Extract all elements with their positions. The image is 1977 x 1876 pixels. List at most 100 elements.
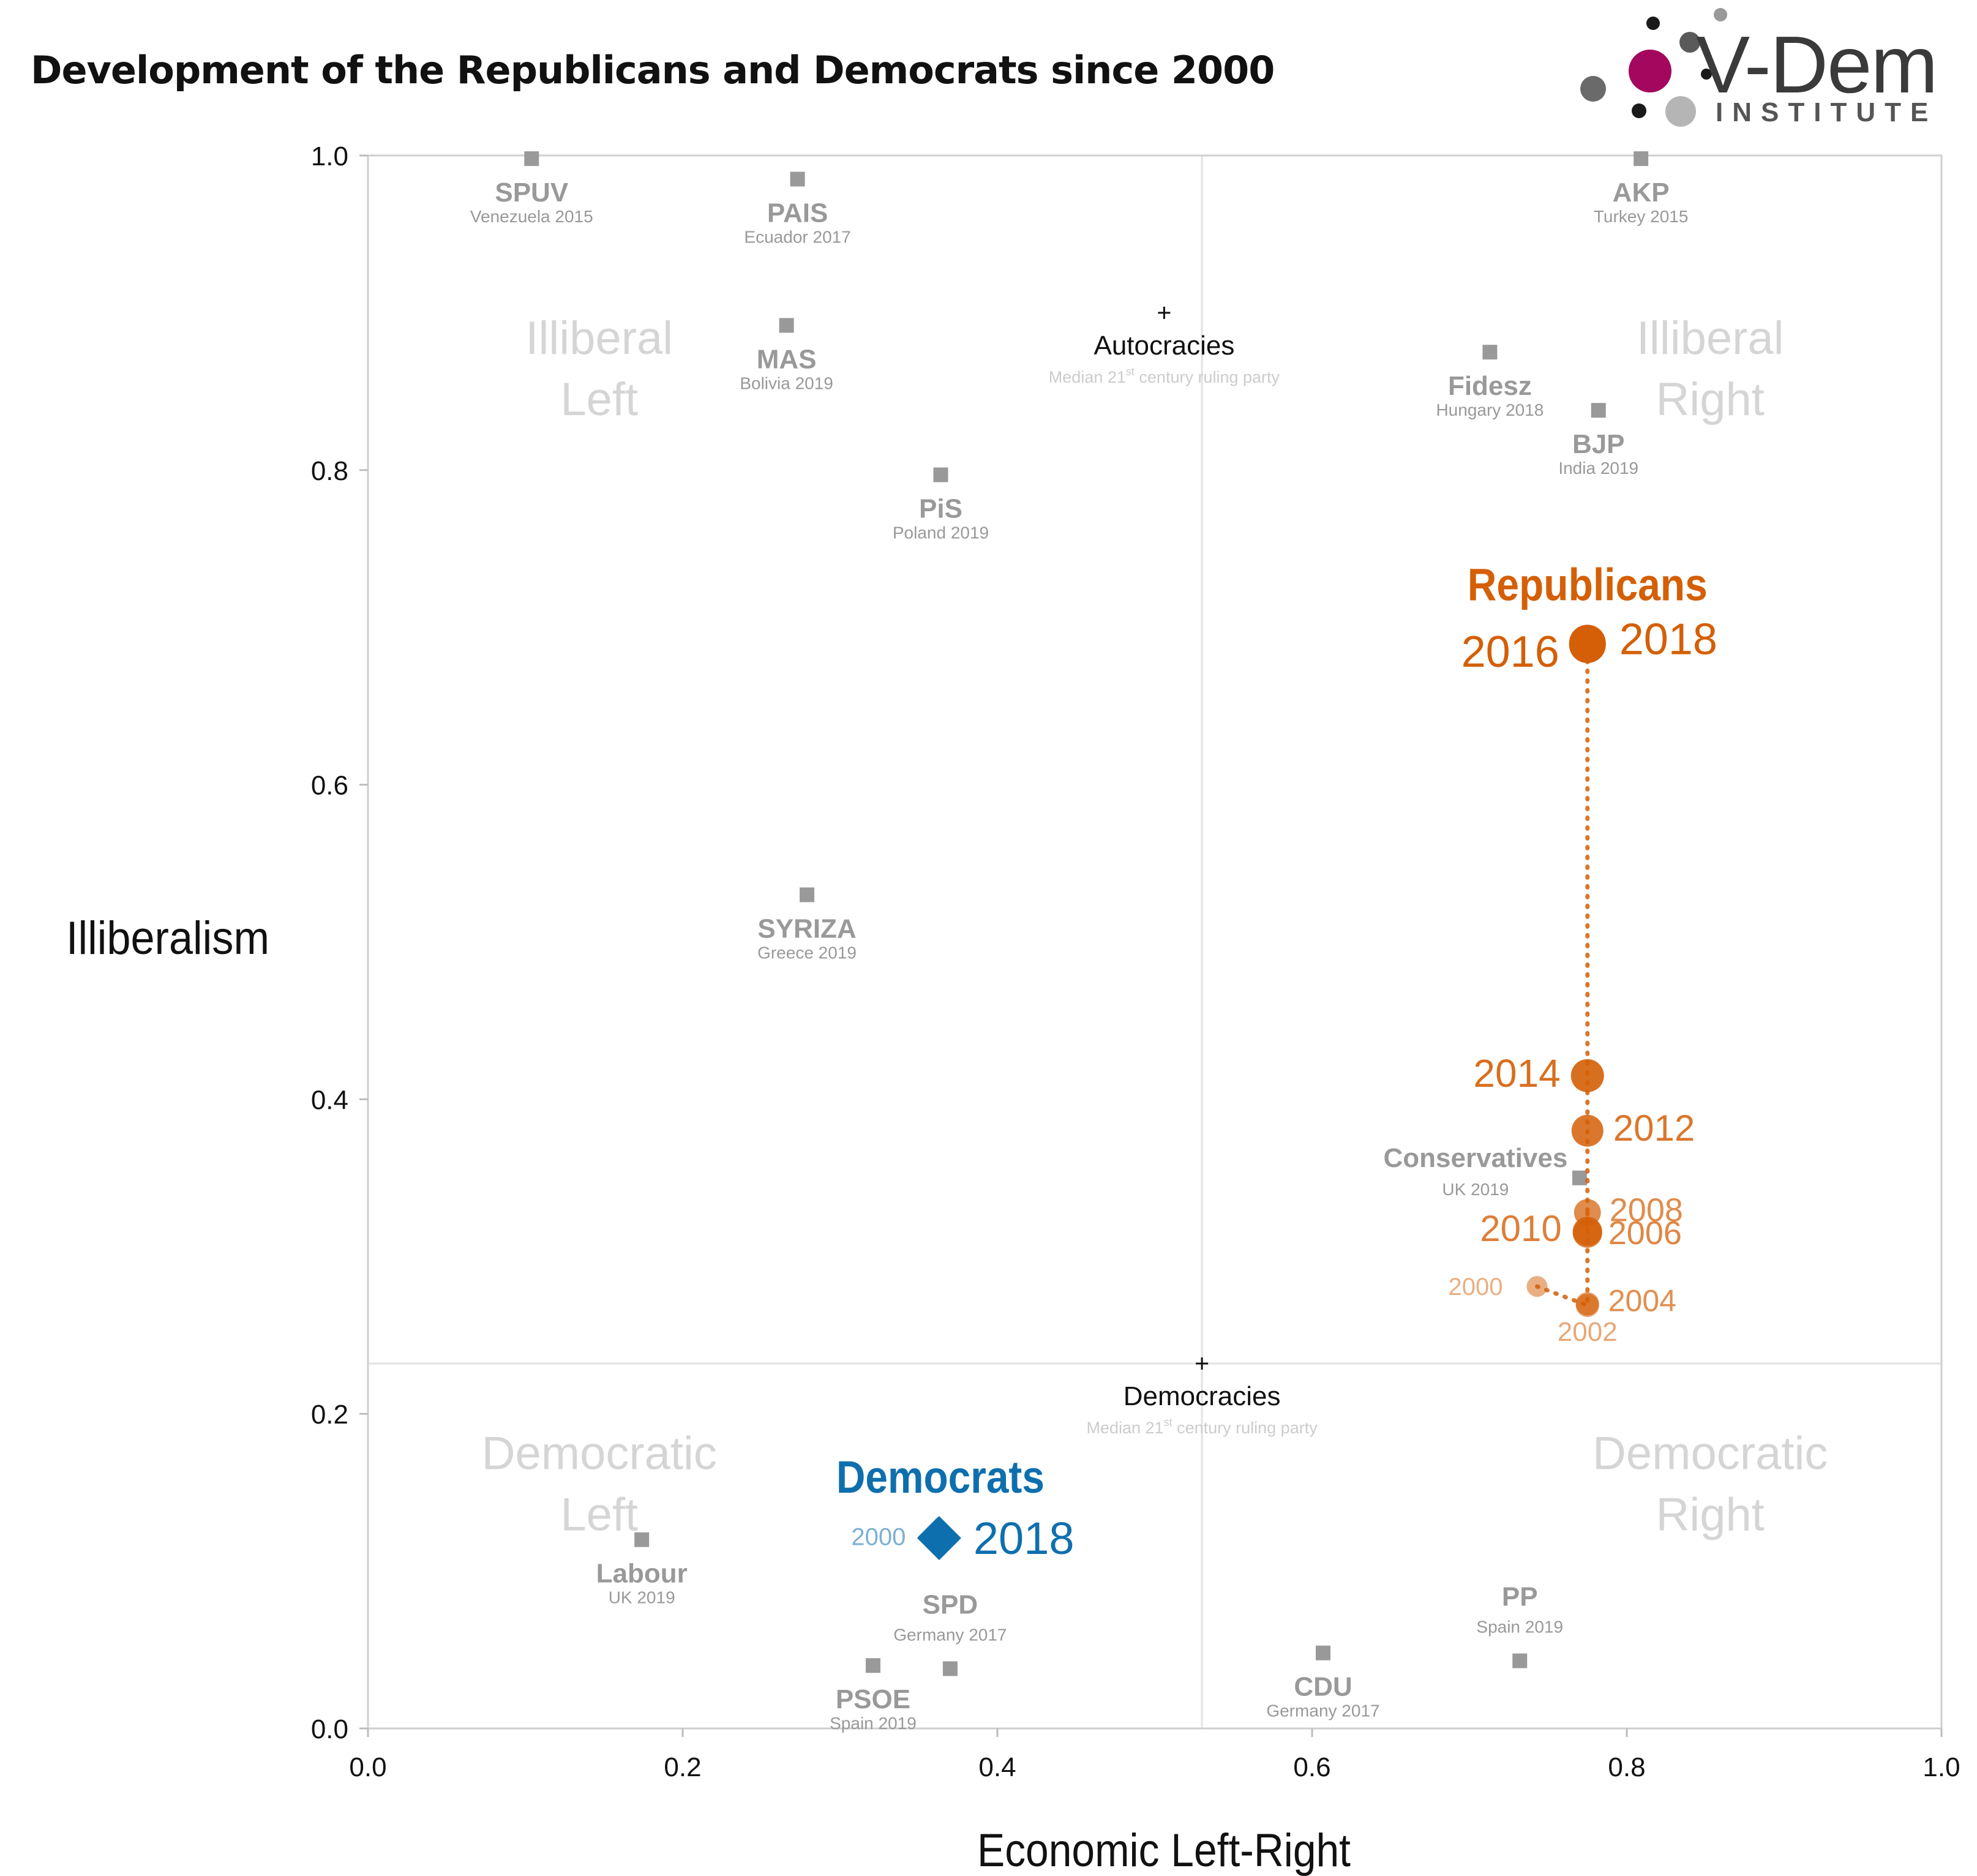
party-name-pp: PP	[1502, 1582, 1538, 1612]
democrats-label-2018: 2018	[973, 1513, 1075, 1564]
republicans-label-2016: 2016	[1461, 628, 1559, 677]
party-marker-pis	[933, 467, 948, 482]
party-name-cdu: CDU	[1294, 1672, 1352, 1702]
party-country-labour: UK 2019	[609, 1588, 675, 1607]
party-country-syriza: Greece 2019	[757, 943, 857, 962]
party-country-bjp: India 2019	[1558, 459, 1638, 478]
quadrant-label-line1: Illiberal	[525, 312, 673, 364]
republicans-point-2000	[1526, 1276, 1548, 1297]
reference-lines: Autocracies Median 21st century ruling pa…	[1049, 306, 1318, 1437]
x-tick-label: 0.4	[978, 1752, 1016, 1782]
republicans-label-2014: 2014	[1473, 1051, 1560, 1095]
autocracies-median-label: Autocracies	[1094, 331, 1234, 361]
party-marker-bjp	[1591, 403, 1606, 418]
party-name-pis: PiS	[919, 494, 962, 524]
party-country-akp: Turkey 2015	[1594, 207, 1689, 226]
party-country-conservatives: UK 2019	[1442, 1180, 1509, 1199]
quadrant-label-line1: Democratic	[1592, 1427, 1828, 1479]
republicans-point-2004	[1575, 1292, 1599, 1316]
y-tick-label: 0.0	[311, 1714, 348, 1744]
party-marker-labour	[634, 1532, 650, 1547]
republicans-point-2012	[1571, 1114, 1604, 1147]
party-name-bjp: BJP	[1572, 429, 1625, 459]
democracies-median-label: Democracies	[1124, 1381, 1281, 1411]
quadrant-label-line2: Right	[1656, 1488, 1764, 1540]
x-tick-label: 0.0	[349, 1752, 386, 1782]
party-marker-pais	[790, 171, 805, 187]
quadrant-labels: Illiberal Left Illiberal Right Democratic Lef…	[482, 312, 1828, 1540]
party-marker-cdu	[1315, 1645, 1330, 1660]
plot-frame	[367, 154, 1943, 1730]
party-marker-syriza	[800, 887, 815, 902]
party-country-pp: Spain 2019	[1476, 1618, 1563, 1637]
party-marker-fidesz	[1482, 345, 1498, 360]
party-country-psoe: Spain 2019	[830, 1714, 917, 1733]
party-name-psoe: PSOE	[836, 1684, 910, 1714]
republicans-label-2008: 2008	[1610, 1191, 1683, 1228]
y-tick-label: 1.0	[311, 141, 348, 171]
quadrant-label-line1: Democratic	[482, 1427, 717, 1479]
y-tick-label: 0.6	[311, 771, 348, 801]
republicans-label-2012: 2012	[1613, 1108, 1695, 1149]
republicans-label-2004: 2004	[1608, 1283, 1676, 1318]
party-marker-spd	[942, 1661, 958, 1676]
y-tick-label: 0.8	[311, 456, 348, 486]
quadrant-label-line1: Illiberal	[1637, 312, 1784, 364]
party-name-spd: SPD	[923, 1589, 978, 1619]
party-marker-psoe	[865, 1658, 880, 1673]
party-name-mas: MAS	[757, 344, 817, 374]
republicans-point-2018	[1569, 625, 1606, 662]
party-name-pais: PAIS	[767, 198, 828, 228]
chart-title: Development of the Republicans and Democ…	[31, 48, 1275, 92]
democrats-point-2018	[917, 1516, 961, 1561]
x-tick-label: 0.6	[1293, 1752, 1330, 1782]
x-tick-label: 0.8	[1608, 1752, 1645, 1782]
republicans-point-2014	[1570, 1059, 1604, 1092]
x-axis-label: Economic Left-Right	[977, 1825, 1351, 1876]
logo-wordmark: V-Dem	[1696, 20, 1938, 110]
party-country-fidesz: Hungary 2018	[1436, 400, 1544, 419]
gridlines	[368, 156, 1941, 1728]
party-country-mas: Bolivia 2019	[740, 373, 833, 392]
party-country-cdu: Germany 2017	[1266, 1702, 1379, 1720]
republicans-series-name: Republicans	[1468, 559, 1708, 610]
autocracies-median-note: Median 21st century ruling party	[1049, 366, 1280, 386]
party-name-fidesz: Fidesz	[1448, 371, 1532, 401]
x-tick-label: 0.2	[664, 1752, 701, 1782]
party-marker-akp	[1634, 151, 1649, 167]
y-tick-label: 0.2	[311, 1400, 348, 1430]
party-country-pis: Poland 2019	[893, 523, 989, 542]
party-name-labour: Labour	[596, 1559, 688, 1589]
quadrant-label-line2: Left	[560, 373, 638, 426]
republicans-label-2002: 2002	[1558, 1317, 1618, 1347]
republicans-label-2006: 2006	[1608, 1215, 1682, 1251]
party-marker-spuv	[524, 151, 539, 167]
y-axis-label: Illiberalism	[66, 912, 269, 964]
party-country-spd: Germany 2017	[893, 1625, 1007, 1644]
vdem-logo-icon	[1580, 8, 1727, 127]
party-name-syriza: SYRIZA	[757, 914, 856, 944]
democracies-median-note: Median 21st century ruling party	[1086, 1416, 1318, 1437]
quadrant-label-line2: Right	[1656, 373, 1764, 426]
x-tick-label: 1.0	[1923, 1752, 1960, 1782]
quadrant-label-line2: Left	[560, 1488, 638, 1540]
party-marker-mas	[779, 318, 794, 333]
party-name-akp: AKP	[1613, 178, 1670, 208]
party-name-spuv: SPUV	[495, 178, 568, 208]
party-name-conservatives: Conservatives	[1383, 1143, 1567, 1173]
republicans-label-2000: 2000	[1449, 1274, 1503, 1300]
axes: 0.0 0.2 0.4 0.6 0.8 1.0 0.0 0.2 0.4 0.6 0.8 1.0 Econ…	[66, 141, 1960, 1876]
democrats-series: 2000 2018 Democrats	[836, 1452, 1075, 1564]
y-tick-label: 0.4	[311, 1085, 348, 1115]
republicans-label-2010: 2010	[1480, 1208, 1561, 1249]
democrats-label-2000: 2000	[851, 1524, 906, 1551]
logo-subtitle: INSTITUTE	[1716, 97, 1938, 127]
republicans-label-2018: 2018	[1619, 615, 1717, 664]
party-country-pais: Ecuador 2017	[744, 228, 850, 247]
party-country-spuv: Venezuela 2015	[470, 207, 593, 226]
party-marker-conservatives	[1572, 1170, 1587, 1185]
party-marker-pp	[1512, 1653, 1528, 1668]
